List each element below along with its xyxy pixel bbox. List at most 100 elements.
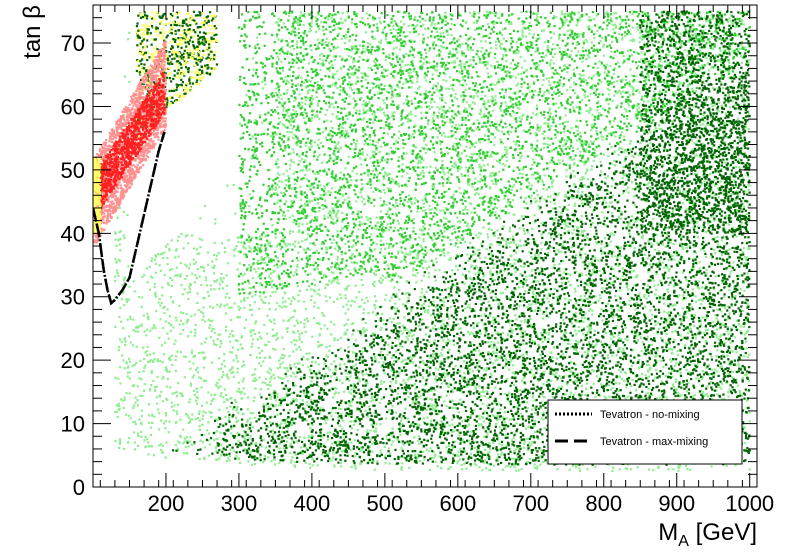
point-light-green [275,399,277,401]
point-light-green [633,247,635,249]
point-light-green [536,190,538,192]
point-light-green [553,264,555,266]
point-light-green [574,175,576,177]
point-light-green [299,333,301,335]
point-light-green [294,344,296,346]
point-light-green [359,45,361,47]
point-light-green [133,280,135,282]
point-light-green [638,359,640,361]
point-light-green [459,399,461,401]
point-light-green [121,298,123,300]
point-light-green [458,38,460,40]
point-light-green [536,124,538,126]
point-light-green [628,104,630,106]
point-light-green [302,364,304,366]
point-light-green [288,115,290,117]
point-light-green [747,356,749,358]
point-light-green [490,155,492,157]
point-light-green [600,341,602,343]
point-light-green [414,383,416,385]
point-light-green [573,69,575,71]
point-light-green [136,346,138,348]
point-light-green [473,327,475,329]
point-light-green [398,289,400,291]
point-light-green [266,410,268,412]
point-light-green [299,186,301,188]
point-light-green [542,181,544,183]
point-light-green [410,201,412,203]
point-light-green [276,36,278,38]
point-light-green [325,346,327,348]
point-light-green [380,146,382,148]
point-light-green [158,264,160,266]
point-light-green [618,382,620,384]
point-light-green [698,280,700,282]
point-light-green [632,188,634,190]
point-light-green [425,144,427,146]
point-light-green [317,345,319,347]
point-light-green [191,444,193,446]
point-light-green [574,379,576,381]
point-light-green [491,229,493,231]
point-light-green [561,282,563,284]
point-light-green [306,238,308,240]
point-light-green [703,180,705,182]
point-light-green [573,394,575,396]
point-light-green [463,372,465,374]
point-light-green [702,123,704,125]
point-light-green [488,155,490,157]
point-light-green [629,226,631,228]
point-light-green [612,316,614,318]
point-light-green [259,376,261,378]
point-light-green [486,405,488,407]
point-light-green [372,333,374,335]
point-light-green [598,60,600,62]
point-light-green [150,427,152,429]
point-light-green [492,83,494,85]
point-light-green [518,108,520,110]
point-light-green [524,321,526,323]
point-light-green [295,366,297,368]
point-light-green [384,299,386,301]
point-light-green [224,247,226,249]
point-light-green [445,218,447,220]
point-light-green [613,160,615,162]
point-light-green [655,289,657,291]
point-light-green [542,79,544,81]
point-light-green [635,166,637,168]
point-light-green [354,48,356,50]
point-light-green [151,277,153,279]
point-light-green [564,312,566,314]
point-light-green [259,456,261,458]
point-light-green [341,212,343,214]
point-light-green [556,194,558,196]
point-light-green [119,438,121,440]
point-light-green [746,347,748,349]
point-light-green [475,265,477,267]
point-light-green [409,332,411,334]
point-light-green [706,393,708,395]
point-light-green [533,374,535,376]
point-light-green [512,364,514,366]
point-light-green [726,465,728,467]
point-light-green [574,203,576,205]
point-light-green [304,174,306,176]
point-light-green [383,189,385,191]
point-light-green [301,223,303,225]
point-light-green [286,328,288,330]
point-light-green [128,81,130,83]
point-light-green [337,256,339,258]
point-light-green [597,259,599,261]
point-light-green [668,348,670,350]
point-light-green [159,394,161,396]
point-light-green [422,238,424,240]
point-light-green [647,285,649,287]
point-light-green [142,347,144,349]
point-light-green [672,210,674,212]
point-light-green [589,107,591,109]
point-light-green [250,422,252,424]
point-light-green [496,273,498,275]
point-light-green [501,157,503,159]
point-light-green [390,29,392,31]
point-light-green [312,464,314,466]
